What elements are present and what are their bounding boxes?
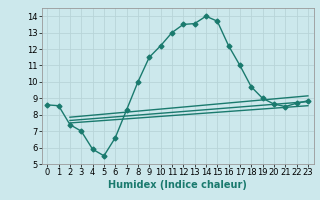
X-axis label: Humidex (Indice chaleur): Humidex (Indice chaleur) xyxy=(108,180,247,190)
